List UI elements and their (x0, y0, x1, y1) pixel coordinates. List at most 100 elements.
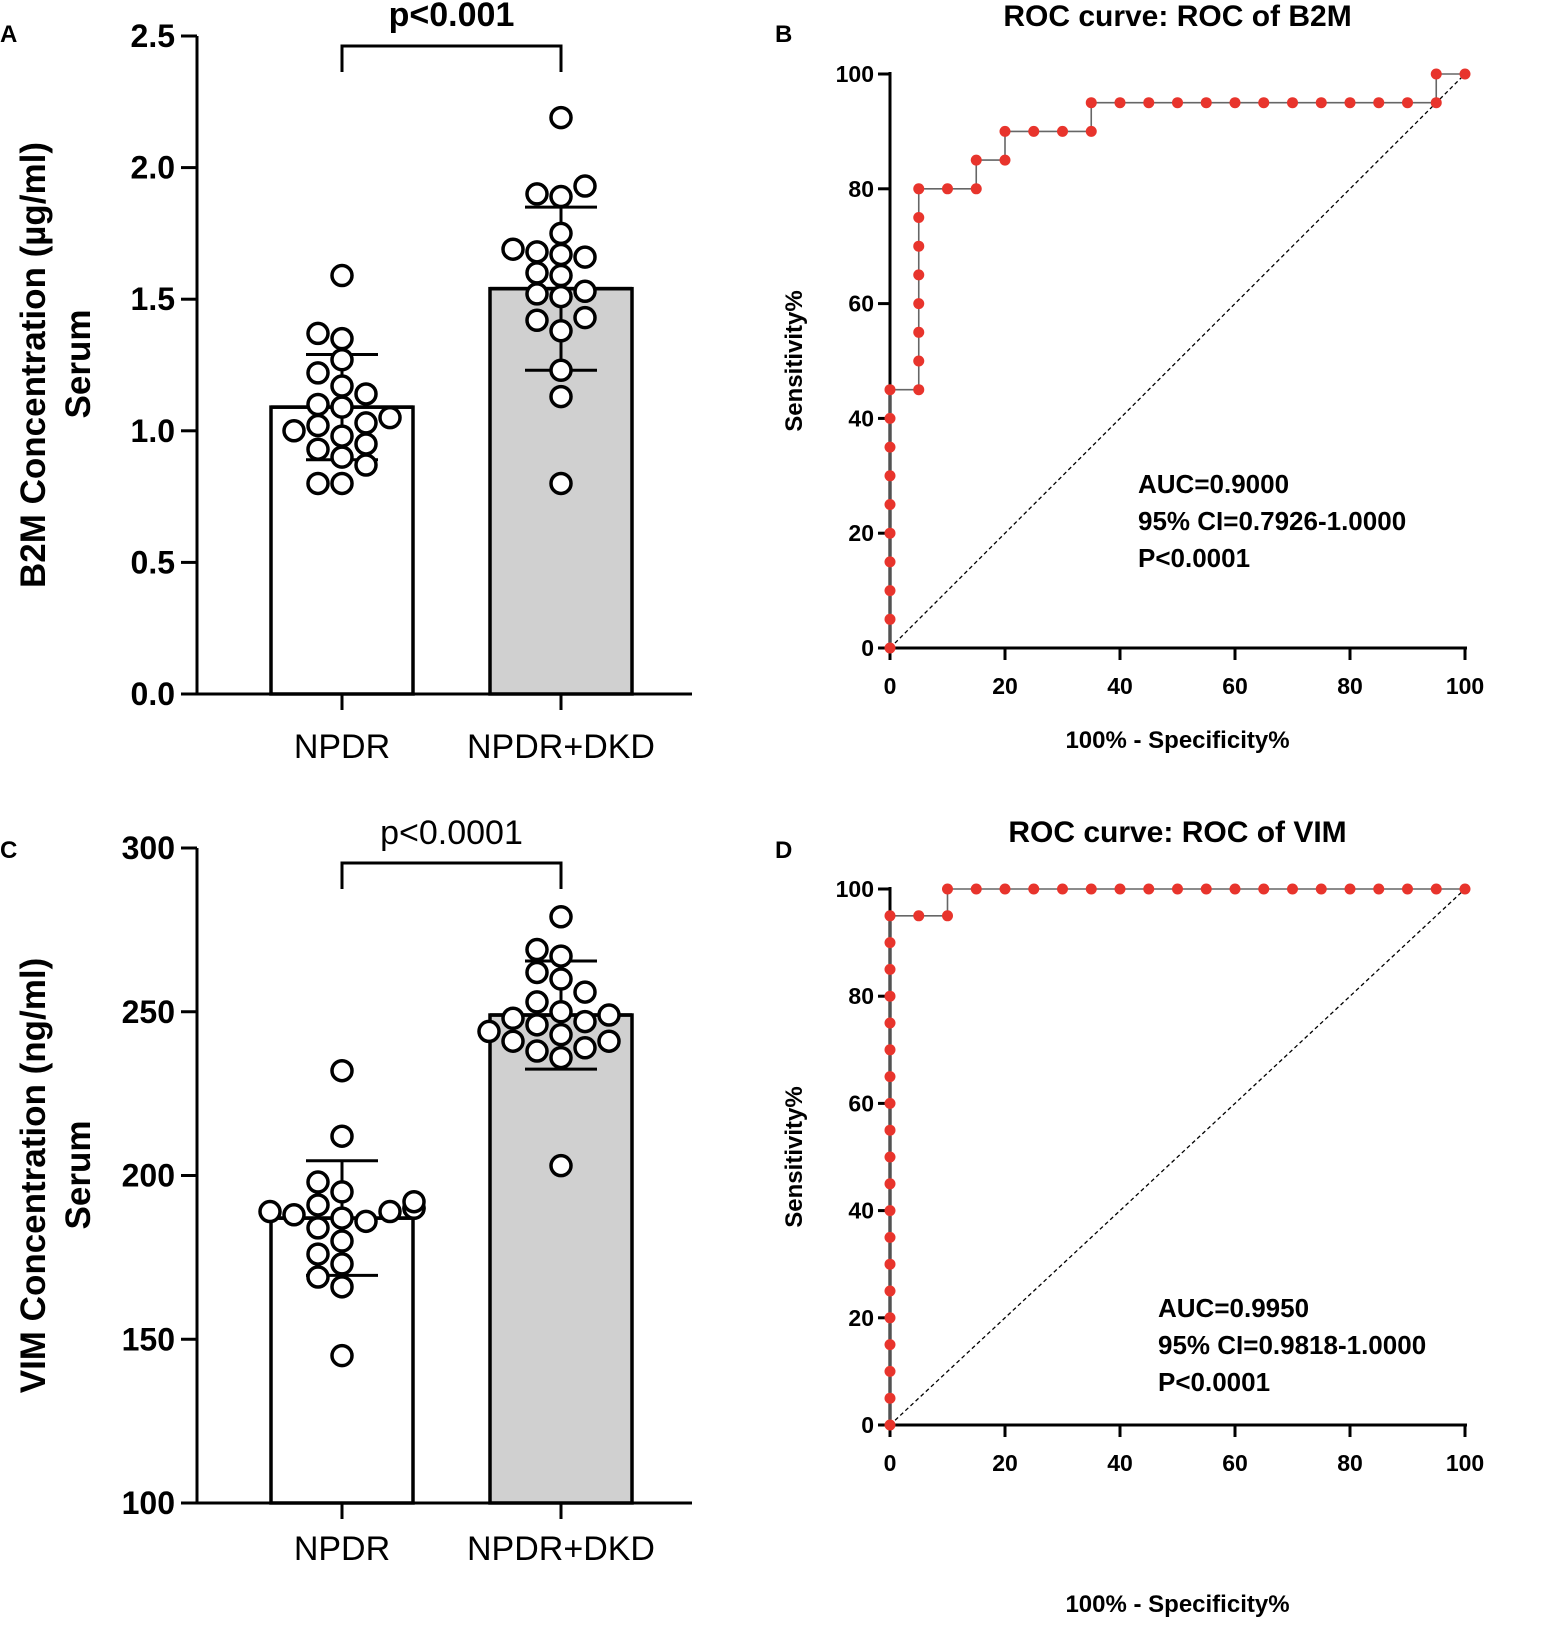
roc-point (884, 1044, 896, 1056)
reference-diagonal (889, 888, 1466, 1426)
y-tick-label: 0 (861, 635, 874, 661)
data-point (306, 1265, 330, 1289)
data-point (330, 263, 354, 288)
roc-point (884, 642, 896, 654)
data-point (525, 990, 549, 1014)
roc-point (1430, 883, 1442, 895)
roc-point (1028, 883, 1040, 895)
roc-point (999, 125, 1011, 137)
data-point (282, 419, 306, 443)
data-point (549, 284, 573, 309)
data-point (597, 1029, 621, 1053)
significance-bracket (340, 44, 563, 72)
roc-point (913, 183, 925, 195)
roc-point (884, 1419, 896, 1431)
data-point (354, 453, 378, 477)
x-axis-title: 100% - Specificity% (1065, 1591, 1289, 1618)
x-tick-label: 60 (1222, 1450, 1248, 1476)
roc-point (913, 384, 925, 396)
roc-point (1344, 97, 1356, 109)
roc-point (884, 527, 896, 539)
roc-point (1057, 125, 1068, 137)
roc-point (1459, 883, 1471, 895)
data-point (573, 980, 597, 1004)
data-point (354, 1209, 378, 1234)
roc-point (913, 355, 925, 367)
data-point (330, 445, 354, 469)
data-point (501, 237, 525, 261)
data-point (549, 471, 573, 496)
data-point (330, 347, 354, 372)
roc-point (884, 1285, 896, 1297)
data-point (573, 1009, 597, 1034)
roc-point (884, 1017, 896, 1029)
roc-point (884, 441, 896, 453)
y-tick-label: 100 (122, 1485, 175, 1521)
x-tick-label: 100 (1446, 1450, 1484, 1476)
data-point (573, 174, 597, 198)
data-point (525, 240, 549, 264)
roc-point (942, 910, 953, 922)
y-axis-title: Sensitivity% (781, 1086, 808, 1227)
x-tick-label: 100 (1446, 673, 1484, 699)
data-point (330, 1229, 354, 1253)
roc-point (1459, 68, 1471, 80)
y-axis-title: B2M Concentration (µg/ml) (14, 142, 53, 588)
data-point (330, 395, 354, 419)
stat-line: P<0.0001 (1158, 1367, 1270, 1397)
roc-point (1229, 97, 1241, 109)
data-point (549, 1022, 573, 1047)
data-point (525, 282, 549, 306)
roc-point (1402, 883, 1413, 895)
y-tick-label: 80 (848, 983, 874, 1009)
p-value-label: p<0.001 (389, 0, 515, 34)
data-point (330, 374, 354, 398)
data-point (330, 471, 354, 496)
y-tick-label: 200 (122, 1158, 175, 1194)
roc-point (1258, 883, 1270, 895)
panel-c: C 100 150 200 250 300 VIM Concentration (ng/ml… (0, 814, 692, 1568)
roc-point (942, 183, 953, 195)
data-point (573, 279, 597, 304)
data-point (306, 392, 330, 417)
panel-letter: C (0, 837, 17, 864)
data-point (330, 1180, 354, 1204)
data-point (306, 361, 330, 385)
y-axis-title-serum: Serum (59, 310, 98, 419)
roc-point (913, 240, 925, 252)
data-point (549, 1153, 573, 1178)
data-point (306, 1170, 330, 1194)
data-point (525, 960, 549, 985)
data-point (573, 245, 597, 269)
data-point (549, 184, 573, 209)
roc-point (1085, 97, 1097, 109)
reference-diagonal (889, 73, 1466, 649)
data-point (330, 1206, 354, 1230)
data-point (306, 1193, 330, 1217)
roc-point (1143, 97, 1155, 109)
data-point (597, 1003, 621, 1027)
roc-point (884, 1151, 896, 1163)
data-point (306, 471, 330, 496)
data-point (330, 1252, 354, 1276)
roc-point (942, 883, 953, 895)
data-point (354, 432, 378, 456)
roc-point (884, 1312, 896, 1324)
data-point (525, 1013, 549, 1037)
roc-point (884, 990, 896, 1002)
x-tick-label: 80 (1337, 1450, 1363, 1476)
roc-point (913, 298, 925, 310)
y-tick-label: 40 (848, 1198, 874, 1224)
data-point (549, 319, 573, 343)
x-tick-label: 20 (992, 673, 1018, 699)
stat-line: 95% CI=0.9818-1.0000 (1158, 1330, 1426, 1360)
data-point (330, 1343, 354, 1368)
roc-point (884, 1339, 896, 1351)
roc-point (884, 1071, 896, 1083)
data-point (306, 321, 330, 346)
x-tick-label: 60 (1222, 673, 1248, 699)
data-point (306, 1216, 330, 1240)
roc-point (970, 154, 982, 166)
roc-point (1373, 97, 1385, 109)
